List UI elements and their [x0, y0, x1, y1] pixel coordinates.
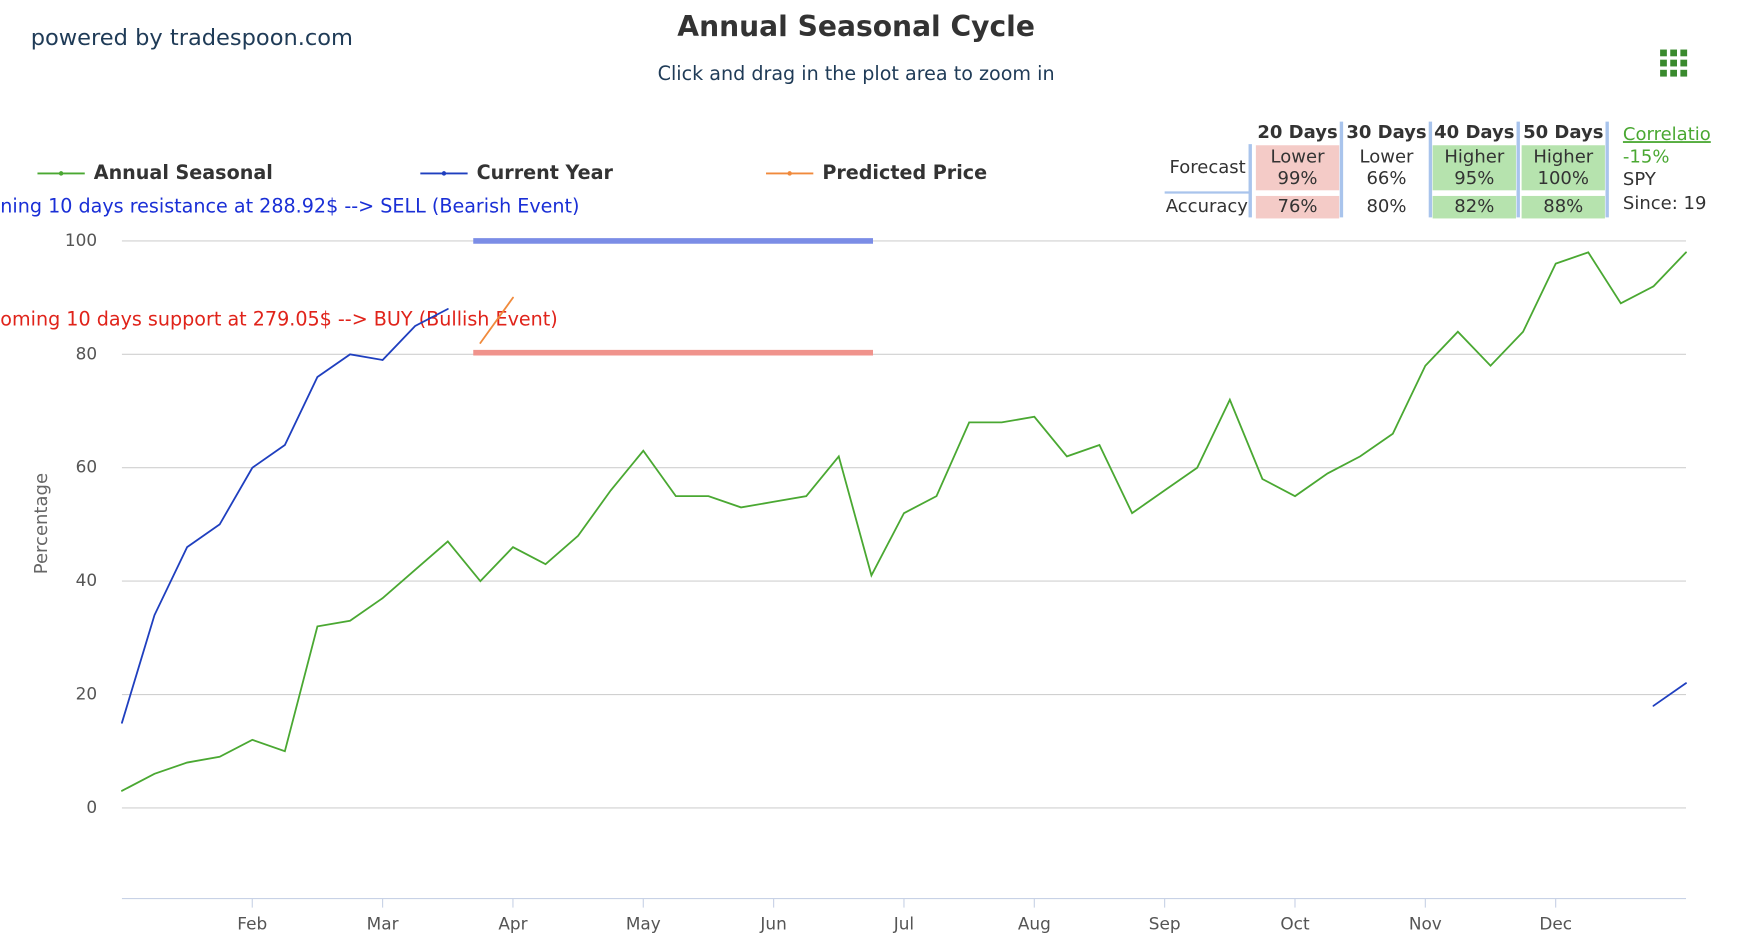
accuracy-value: 80% [1366, 196, 1406, 217]
accuracy-cell [1255, 195, 1340, 219]
accuracy-cell [1521, 195, 1605, 219]
series-line [121, 251, 1687, 792]
forecast-cell [1521, 145, 1605, 191]
menu-icon[interactable] [1660, 49, 1688, 77]
reference-label: ning 10 days resistance at 288.92$ --> S… [0, 195, 579, 218]
forecast-cell [1432, 145, 1516, 191]
accuracy-cell [1344, 195, 1429, 219]
accuracy-value: 82% [1454, 196, 1494, 217]
legend-dot [58, 171, 64, 176]
x-tick-label: Aug [1018, 913, 1051, 933]
legend-label: Predicted Price [822, 161, 987, 184]
chart-subtitle: Click and drag in the plot area to zoom … [658, 62, 1055, 85]
x-tick-label: Mar [367, 913, 399, 933]
y-axis-label: Percentage [31, 473, 52, 574]
y-tick-label: 60 [76, 457, 97, 477]
forecast-probability: 100% [1538, 168, 1589, 189]
series-line [121, 308, 1687, 724]
correlation-title: Correlatio [1623, 124, 1711, 145]
y-tick-label: 40 [76, 570, 97, 590]
forecast-cell [1255, 145, 1340, 191]
x-tick-label: Dec [1539, 913, 1572, 933]
x-tick-label: Oct [1280, 913, 1310, 933]
row-label: Accuracy [1166, 196, 1249, 217]
legend-label: Current Year [477, 161, 614, 184]
forecast-direction: Lower [1360, 147, 1415, 168]
x-tick-label: Feb [237, 913, 267, 933]
y-tick-label: 100 [65, 230, 97, 250]
chart-title: Annual Seasonal Cycle [677, 10, 1035, 43]
forecast-probability: 95% [1454, 168, 1494, 189]
legend-dot [787, 171, 792, 176]
brand: powered by tradespoon.com [31, 25, 353, 51]
x-tick-label: Sep [1149, 913, 1181, 933]
y-tick-label: 0 [86, 797, 97, 817]
correlation-value: -15% [1623, 147, 1670, 168]
column-header: 50 Days [1523, 122, 1603, 143]
legend-dot [441, 171, 447, 176]
legend-label: Annual Seasonal [94, 161, 273, 184]
forecast-probability: 66% [1366, 168, 1406, 189]
accuracy-value: 88% [1543, 196, 1583, 217]
row-label: Forecast [1170, 157, 1246, 178]
x-tick-label: Jul [893, 913, 914, 933]
x-tick-label: Apr [498, 913, 527, 933]
x-tick-label: May [626, 913, 661, 933]
y-tick-label: 80 [76, 343, 97, 363]
reference-label: oming 10 days support at 279.05$ --> BUY… [0, 307, 557, 330]
column-header: 30 Days [1346, 122, 1426, 143]
forecast-cell [1344, 145, 1429, 191]
column-header: 20 Days [1257, 122, 1337, 143]
accuracy-value: 76% [1278, 196, 1318, 217]
accuracy-cell [1432, 195, 1516, 219]
forecast-direction: Lower [1271, 147, 1326, 168]
forecast-direction: Higher [1444, 147, 1504, 168]
series-line [479, 296, 514, 344]
correlation-since: Since: 19 [1623, 193, 1707, 214]
x-tick-label: Nov [1409, 913, 1442, 933]
forecast-probability: 99% [1278, 168, 1318, 189]
column-header: 40 Days [1434, 122, 1514, 143]
x-tick-label: Jun [759, 913, 786, 933]
y-tick-label: 20 [76, 684, 97, 704]
forecast-direction: Higher [1533, 147, 1593, 168]
correlation-symbol: SPY [1623, 169, 1657, 190]
